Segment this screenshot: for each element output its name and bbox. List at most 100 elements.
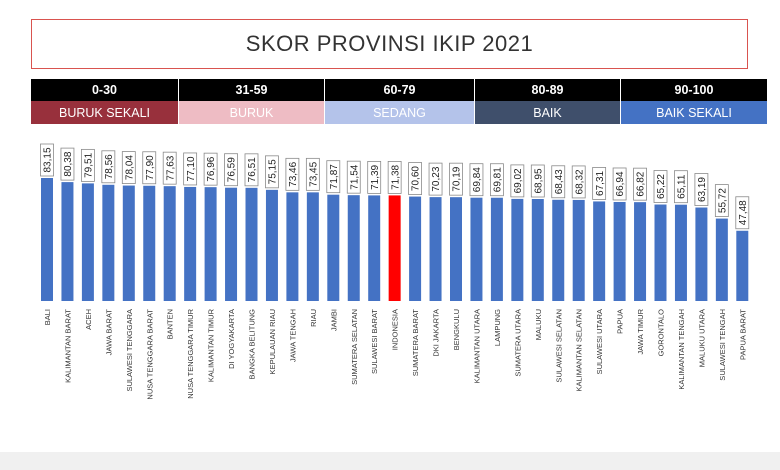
value-label-sulawesi-utara: 67,31 [592, 167, 607, 200]
value-label-text: 69,84 [472, 167, 483, 192]
value-label-bangka-belitung: 76,51 [244, 153, 259, 187]
bar-kalimantan-barat [61, 182, 74, 301]
value-label-text: 63,19 [697, 177, 708, 202]
bar-sulawesi-selatan [552, 199, 565, 301]
bar-kalimantan-selatan [572, 199, 585, 301]
category-label-jawa-timur: JAWA TIMUR [636, 308, 645, 354]
category-label-bangka-belitung: BANGKA BELITUNG [248, 309, 257, 380]
value-label-text: 65,11 [677, 174, 688, 199]
value-label-box [60, 147, 75, 181]
value-label-box [265, 155, 279, 189]
value-label-text: 76,51 [247, 157, 258, 182]
legend-label-5: BAIK SEKALI [621, 101, 768, 124]
category-label-sulawesi-barat: SULAWESI BARAT [370, 309, 379, 374]
value-label-text: 70,19 [452, 166, 463, 191]
bar-sumatera-barat [409, 196, 422, 301]
value-label-box [571, 165, 586, 199]
bar-sulawesi-tengah [715, 218, 728, 301]
bar-sumatera-utara [511, 198, 524, 301]
value-label-box [121, 151, 136, 184]
value-label-sulawesi-tengah: 55,72 [714, 184, 729, 217]
value-label-maluku: 68,95 [530, 164, 545, 198]
value-label-text: 69,02 [513, 168, 524, 193]
value-label-nusa-tenggara-barat: 77,90 [142, 151, 157, 185]
value-label-nusa-tenggara-timur: 77,10 [183, 152, 198, 186]
value-label-box [142, 151, 157, 185]
bar-papua [613, 201, 626, 301]
bar-bangka-belitung [245, 187, 258, 301]
bar-bengkulu [450, 197, 462, 301]
score-legend: 0-30 31-59 60-79 80-89 90-100 BURUK SEKA… [31, 79, 768, 124]
category-label-kepulauan-riau: KEPULAUAN RIAU [268, 309, 277, 374]
value-label-text: 68,95 [533, 168, 544, 193]
value-label-bali: 83,15 [40, 143, 54, 177]
category-label-sulawesi-utara: SULAWESI UTARA [595, 309, 604, 374]
value-label-sumatera-barat: 70,60 [408, 162, 423, 195]
bar-maluku-utara [695, 207, 708, 301]
bar-chart: 83,15 BALI 80,38 KALIMANTAN BARAT 79,51 ACEH 7… [40, 143, 750, 400]
value-label-box [530, 164, 545, 198]
category-label-sumatera-utara: SUMATERA UTARA [513, 309, 522, 377]
value-label-kalimantan-barat: 80,38 [60, 147, 75, 181]
legend-range-5: 90-100 [621, 79, 768, 101]
value-label-text: 71,38 [390, 164, 401, 189]
value-label-box [346, 160, 361, 194]
bar-kalimantan-timur [204, 187, 217, 301]
category-label-jambi: JAMBI [329, 309, 338, 331]
value-label-riau: 73,45 [305, 157, 320, 191]
value-label-box [244, 153, 259, 187]
value-label-sulawesi-tenggara: 78,04 [121, 151, 136, 184]
value-label-jawa-timur: 66,82 [633, 167, 647, 201]
value-label-lampung: 69,81 [489, 163, 504, 197]
value-label-text: 73,45 [308, 161, 319, 186]
value-label-box [633, 167, 647, 201]
category-label-kalimantan-timur: KALIMANTAN TIMUR [207, 308, 216, 382]
category-label-nusa-tenggara-barat: NUSA TENGGARA BARAT [145, 309, 154, 400]
category-label-kalimantan-tengah: KALIMANTAN TENGAH [677, 309, 686, 390]
value-label-text: 67,31 [595, 170, 606, 195]
category-label-gorontalo: GORONTALO [657, 309, 666, 357]
category-label-maluku-utara: MALUKU UTARA [697, 309, 706, 367]
category-label-sulawesi-tenggara: SULAWESI TENGGARA [125, 309, 134, 392]
category-label-bengkulu: BENGKULU [452, 309, 461, 350]
category-label-kalimantan-selatan: KALIMANTAN SELATAN [575, 309, 584, 392]
value-label-jambi: 71,87 [326, 160, 341, 194]
value-label-text: 70,23 [431, 166, 442, 191]
category-label-bali: BALI [43, 309, 52, 325]
category-label-banten: BANTEN [166, 309, 175, 339]
bar-kalimantan-tengah [674, 204, 687, 301]
bar-banten [163, 186, 176, 301]
value-label-box [387, 161, 402, 194]
value-label-text: 77,10 [186, 156, 197, 181]
legend-range-4: 80-89 [475, 79, 621, 101]
category-label-riau: RIAU [309, 309, 318, 327]
legend-label-3: SEDANG [325, 101, 475, 124]
bar-sulawesi-tenggara [122, 185, 135, 301]
value-label-box [408, 162, 423, 195]
bar-indonesia [388, 195, 401, 301]
value-label-box [674, 170, 688, 204]
bar-jawa-tengah [286, 192, 299, 301]
chart-title: SKOR PROVINSI IKIP 2021 [245, 31, 534, 56]
value-label-box [162, 151, 177, 185]
value-label-box [489, 163, 504, 197]
category-label-kalimantan-utara: KALIMANTAN UTARA [472, 309, 481, 383]
legend-label-row: BURUK SEKALI BURUK SEDANG BAIK BAIK SEKA… [31, 101, 768, 124]
category-label-kalimantan-barat: KALIMANTAN BARAT [63, 309, 72, 383]
bar-jawa-barat [102, 184, 115, 301]
bar-gorontalo [654, 204, 667, 301]
value-label-sumatera-utara: 69,02 [510, 164, 525, 198]
value-label-text: 71,54 [349, 164, 360, 189]
value-label-box [183, 152, 198, 186]
legend-range-row: 0-30 31-59 60-79 80-89 90-100 [31, 79, 768, 101]
value-label-text: 83,15 [43, 147, 54, 172]
value-label-text: 80,38 [63, 151, 74, 176]
category-label-sulawesi-selatan: SULAWESI SELATAN [554, 309, 563, 383]
value-label-box [551, 165, 566, 199]
legend-range-3: 60-79 [325, 79, 475, 101]
value-label-text: 69,81 [493, 167, 504, 192]
value-label-text: 66,82 [636, 171, 647, 196]
footer-strip [0, 452, 780, 470]
value-label-box [285, 157, 300, 191]
value-label-text: 66,94 [615, 171, 626, 196]
